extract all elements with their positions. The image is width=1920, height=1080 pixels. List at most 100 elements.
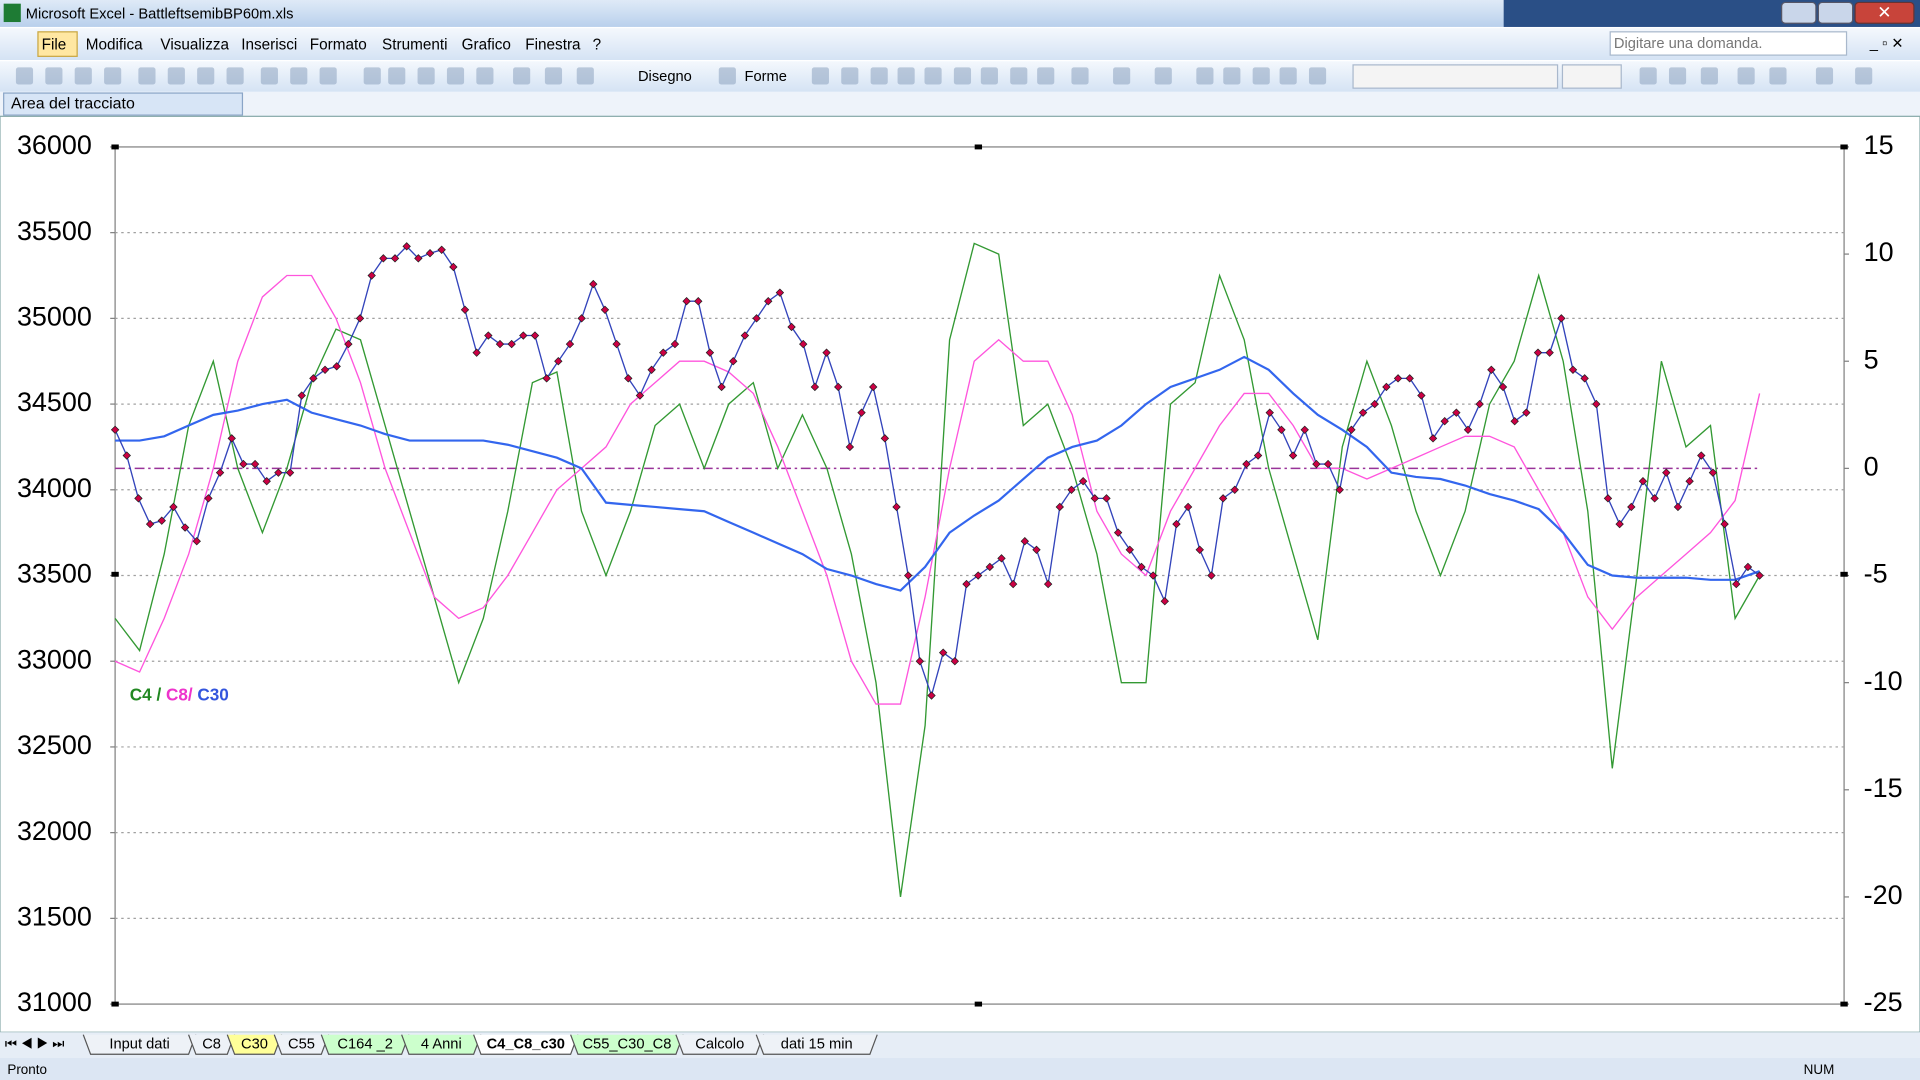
menu-bar xyxy=(0,28,1920,60)
menu-item[interactable]: Strumenti xyxy=(382,36,447,53)
toolbar-icon[interactable] xyxy=(953,67,972,85)
toolbar-icon[interactable] xyxy=(718,67,736,85)
toolbar-icon[interactable] xyxy=(897,67,915,85)
status-text: Pronto xyxy=(7,1062,47,1077)
toolbar-icon[interactable] xyxy=(446,67,465,85)
toolbar-icon[interactable] xyxy=(226,67,244,85)
toolbar-icon[interactable] xyxy=(260,67,278,85)
font-box[interactable] xyxy=(1352,64,1559,89)
toolbar-icon[interactable] xyxy=(74,67,92,85)
data-marker xyxy=(973,571,983,580)
data-marker xyxy=(1592,399,1601,409)
data-marker xyxy=(1078,477,1088,486)
menu-item[interactable]: Modifica xyxy=(86,36,143,53)
y2-tick-label: -15 xyxy=(1864,773,1903,803)
data-marker xyxy=(1568,365,1578,374)
toolbar-icon[interactable] xyxy=(1037,67,1055,85)
toolbar-icon[interactable] xyxy=(1252,67,1270,85)
status-bar xyxy=(0,1057,1920,1080)
toolbar-icon[interactable] xyxy=(980,67,998,85)
toolbar-icon[interactable] xyxy=(1223,67,1241,85)
toolbar-icon[interactable] xyxy=(1279,67,1297,85)
toolbar-icon[interactable] xyxy=(1154,67,1172,85)
toolbar-icon[interactable] xyxy=(388,67,406,85)
data-marker xyxy=(1090,494,1099,503)
toolbar-icon[interactable] xyxy=(576,67,594,85)
toolbar-icon[interactable] xyxy=(319,67,337,85)
toolbar-icon[interactable] xyxy=(197,67,215,85)
data-marker xyxy=(1358,408,1368,417)
toolbar-icon[interactable] xyxy=(870,67,888,85)
toolbar-icon[interactable] xyxy=(363,67,381,85)
data-marker xyxy=(1580,374,1589,383)
data-marker xyxy=(1137,562,1146,572)
toolbar-icon[interactable] xyxy=(1071,67,1089,85)
toolbar-icon[interactable] xyxy=(1737,67,1755,85)
maximize-button[interactable] xyxy=(1817,1,1854,24)
sheet-tab[interactable] xyxy=(755,1034,878,1055)
menu-item[interactable]: Grafico xyxy=(462,36,511,53)
series-label-part: C4 xyxy=(130,684,152,704)
drawing-menu[interactable]: Disegno xyxy=(638,69,692,85)
menu-item[interactable]: Inserisci xyxy=(241,36,297,53)
toolbar-icon[interactable] xyxy=(1668,67,1687,85)
data-marker xyxy=(1195,545,1204,554)
sheet-tab-label: C8 xyxy=(202,1036,221,1052)
toolbar-icon[interactable] xyxy=(1196,67,1214,85)
data-marker xyxy=(857,408,866,417)
tab-nav[interactable]: ⏮ ◀ ▶ ⏭ xyxy=(5,1036,64,1051)
data-marker xyxy=(507,339,516,349)
y2-tick-label: 10 xyxy=(1864,237,1894,267)
data-marker xyxy=(1603,494,1613,503)
close-button[interactable] xyxy=(1854,1,1915,24)
data-marker xyxy=(880,434,890,443)
help-box[interactable] xyxy=(1609,31,1848,56)
data-marker xyxy=(1417,391,1426,400)
menu-item[interactable]: File xyxy=(42,36,67,53)
toolbar-icon[interactable] xyxy=(167,67,185,85)
toolbar-icon[interactable] xyxy=(476,67,494,85)
y-tick-label: 34500 xyxy=(17,387,92,417)
data-marker xyxy=(1638,477,1648,486)
toolbar-icon[interactable] xyxy=(1308,67,1327,85)
toolbar-icon[interactable] xyxy=(841,67,859,85)
data-marker xyxy=(1557,314,1566,323)
selection-handle xyxy=(974,1001,983,1007)
data-marker xyxy=(1522,408,1531,417)
data-marker xyxy=(577,314,586,323)
toolbar-icon[interactable] xyxy=(1855,67,1873,85)
size-box[interactable] xyxy=(1561,64,1622,89)
menu-item[interactable]: Visualizza xyxy=(160,36,229,53)
y-tick-label: 31000 xyxy=(17,987,92,1017)
toolbar-icon[interactable] xyxy=(1113,67,1131,85)
data-marker xyxy=(1230,485,1239,494)
toolbar-icon[interactable] xyxy=(1700,67,1718,85)
toolbar-icon[interactable] xyxy=(513,67,531,85)
toolbar-icon[interactable] xyxy=(1010,67,1028,85)
shapes-menu[interactable]: Forme xyxy=(744,69,786,85)
toolbar-icon[interactable] xyxy=(1639,67,1657,85)
data-marker xyxy=(180,523,190,532)
toolbar-icon[interactable] xyxy=(138,67,156,85)
window-controls[interactable]: _ ▫ ✕ xyxy=(1869,36,1904,52)
data-marker xyxy=(192,537,201,546)
toolbar-icon[interactable] xyxy=(15,67,34,85)
data-marker xyxy=(1755,571,1764,580)
toolbar-icon[interactable] xyxy=(290,67,308,85)
minimize-button[interactable] xyxy=(1781,1,1817,24)
toolbar-icon[interactable] xyxy=(924,67,942,85)
toolbar-icon[interactable] xyxy=(45,67,63,85)
toolbar-icon[interactable] xyxy=(417,67,435,85)
toolbar-icon[interactable] xyxy=(544,67,563,85)
toolbar-icon[interactable] xyxy=(811,67,829,85)
toolbar-icon[interactable] xyxy=(1815,67,1834,85)
toolbar-icon[interactable] xyxy=(104,67,122,85)
toolbar-icon[interactable] xyxy=(1769,67,1787,85)
data-marker xyxy=(764,297,773,306)
data-marker xyxy=(787,322,796,332)
menu-item[interactable]: ? xyxy=(593,36,602,53)
data-marker xyxy=(1312,459,1321,469)
name-box[interactable] xyxy=(3,92,244,116)
menu-item[interactable]: Formato xyxy=(310,36,367,53)
menu-item[interactable]: Finestra xyxy=(525,36,581,53)
